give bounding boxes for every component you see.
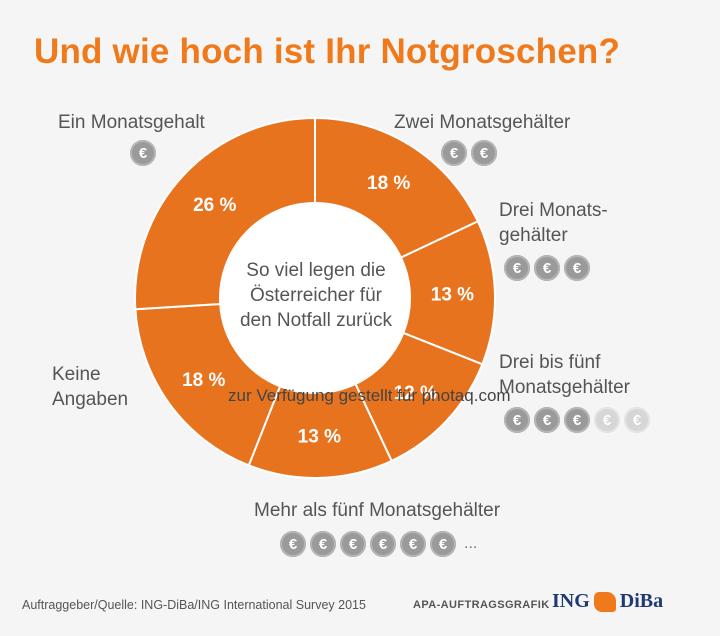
euro-coin-icon: € <box>534 255 560 281</box>
slice-value-label-5: 26 % <box>193 195 236 216</box>
euro-coin-icon: € <box>400 531 426 557</box>
category-label-keine-angaben: Keine Angaben <box>52 364 129 410</box>
euro-coin-icon: € <box>624 407 650 433</box>
lion-icon <box>593 591 616 612</box>
euro-coin-icon: € <box>130 140 156 166</box>
slice-value-label-0: 18 % <box>367 173 410 194</box>
euro-coin-icon: € <box>441 140 467 166</box>
center-label: So viel legen die Österreicher für den N… <box>239 260 393 331</box>
agency-credit: APA-AUFTRAGSGRAFIK <box>413 599 550 611</box>
euro-coin-icon: € <box>370 531 396 557</box>
euro-coin-icon: € <box>471 140 497 166</box>
euro-coin-icon: € <box>564 255 590 281</box>
category-label-zwei-monatsgehaelter: Zwei Monatsgehälter <box>394 112 571 133</box>
chart-title: Und wie hoch ist Ihr Notgroschen? <box>34 32 621 71</box>
euro-coin-icon: € <box>310 531 336 557</box>
euro-coin-icon: € <box>340 531 366 557</box>
coins-mehr-als-fuenf: € € € € € €... <box>280 531 477 557</box>
euro-coin-icon: € <box>534 407 560 433</box>
ing-diba-logo: ING DiBa <box>552 590 663 613</box>
euro-coin-icon: € <box>594 407 620 433</box>
slice-value-label-4: 18 % <box>182 370 225 391</box>
category-label-drei-bis-fuenf: Drei bis fünf Monatsgehälter <box>499 352 630 398</box>
coins-ein-monatsgehalt: € <box>130 140 156 166</box>
euro-coin-icon: € <box>504 407 530 433</box>
slice-value-label-1: 13 % <box>431 285 474 306</box>
coins-drei-monatsgehaelter: € € € <box>504 255 590 281</box>
category-label-drei-monatsgehaelter: Drei Monats- gehälter <box>499 200 608 246</box>
source-note: Auftraggeber/Quelle: ING-DiBa/ING Intern… <box>22 598 366 612</box>
euro-coin-icon: € <box>430 531 456 557</box>
watermark: zur Verfügung gestellt für photaq.com <box>228 386 511 405</box>
euro-coin-icon: € <box>504 255 530 281</box>
euro-coin-icon: € <box>564 407 590 433</box>
euro-coin-icon: € <box>280 531 306 557</box>
slice-value-label-3: 13 % <box>298 426 341 447</box>
coins-drei-bis-fuenf: € € € € € <box>504 407 650 433</box>
ellipsis: ... <box>464 535 478 552</box>
category-label-mehr-als-fuenf: Mehr als fünf Monatsgehälter <box>254 500 501 521</box>
logo-text-ing: ING <box>552 590 590 612</box>
coins-zwei-monatsgehaelter: € € <box>441 140 497 166</box>
category-label-ein-monatsgehalt: Ein Monatsgehalt <box>58 112 205 133</box>
donut-hole <box>220 203 410 393</box>
logo-text-diba: DiBa <box>619 590 664 612</box>
slice-value-label-2: 12 % <box>394 383 437 404</box>
